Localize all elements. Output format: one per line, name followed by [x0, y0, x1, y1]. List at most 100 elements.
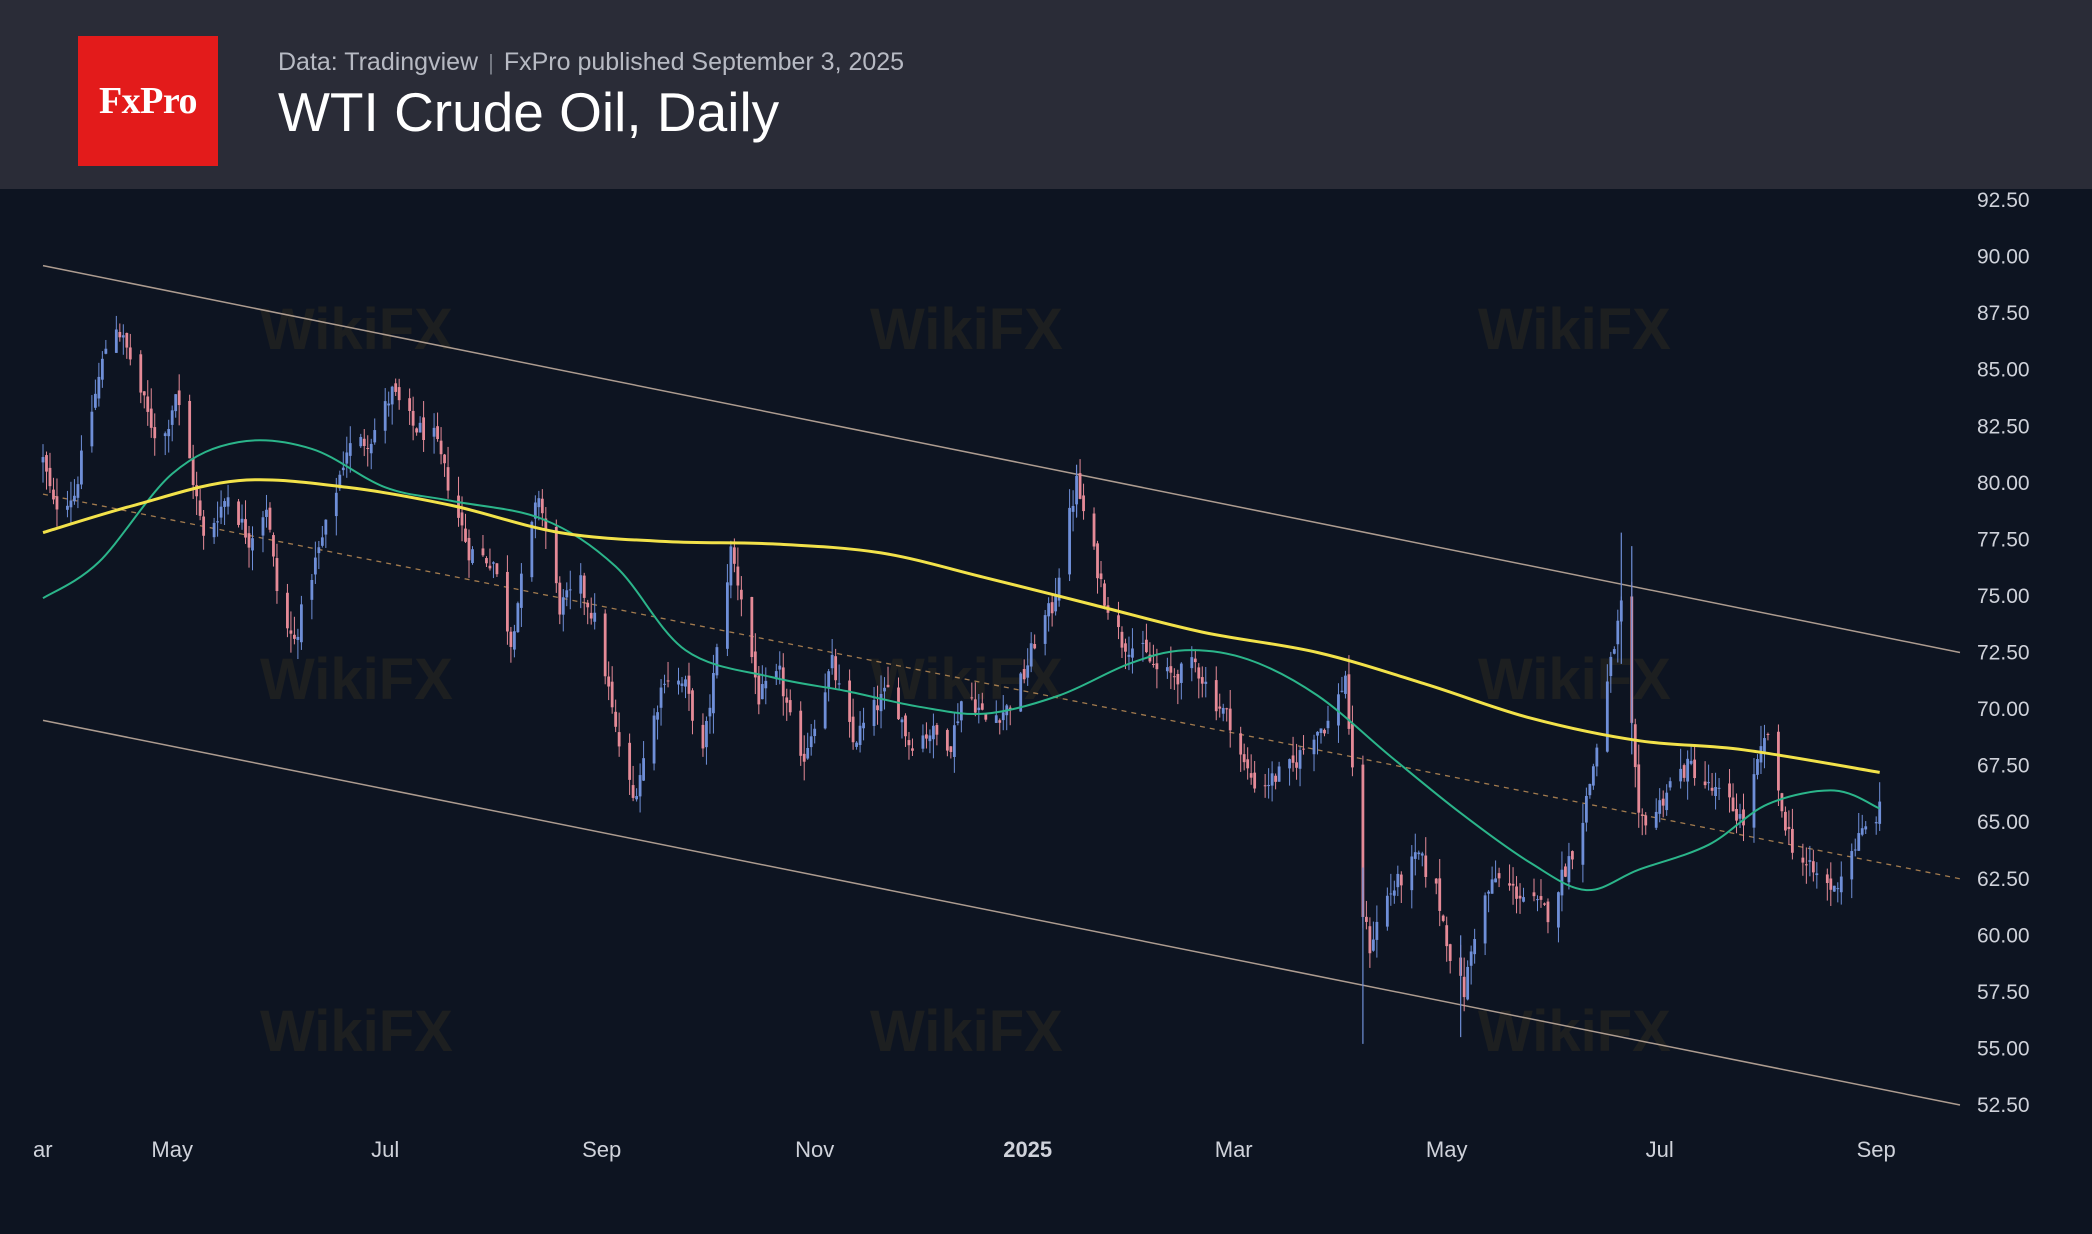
- data-source: Data: Tradingview: [278, 48, 479, 76]
- y-tick-label: 52.50: [1977, 1094, 2030, 1117]
- chart-subtitle: Data: Tradingview | FxPro published Septem…: [278, 48, 904, 77]
- candle-body: [1790, 828, 1794, 853]
- candle-body: [1644, 815, 1648, 826]
- candle-body: [293, 634, 296, 639]
- candle-body: [80, 450, 83, 485]
- x-tick-label: ar: [33, 1137, 53, 1162]
- candle-body: [1148, 654, 1152, 662]
- candle-body: [512, 631, 516, 650]
- candle-body: [415, 428, 419, 433]
- y-tick-label: 87.50: [1977, 302, 2030, 325]
- candle-body: [1878, 801, 1882, 824]
- candle-body: [617, 732, 621, 747]
- candle-body: [1829, 878, 1833, 890]
- candle-body: [492, 562, 495, 564]
- candle-body: [341, 467, 345, 471]
- candle-body: [806, 747, 810, 759]
- candle-body: [1141, 642, 1145, 644]
- candle-body: [1633, 724, 1637, 768]
- candle-body: [1057, 577, 1061, 601]
- candle-body: [911, 748, 914, 751]
- watermark: WikiFX: [1478, 297, 1671, 362]
- candle-body: [432, 427, 436, 437]
- candle-body: [509, 631, 513, 647]
- candle-body: [701, 724, 705, 749]
- candle-body: [533, 502, 537, 519]
- candle-body: [1612, 649, 1616, 654]
- candle-body: [998, 720, 1002, 723]
- candle-body: [272, 535, 275, 557]
- candle-body: [422, 417, 426, 441]
- candle-body: [1825, 874, 1829, 884]
- candle-body: [139, 354, 143, 393]
- candle-body: [1857, 833, 1861, 851]
- candle-body: [390, 386, 394, 405]
- candle-body: [1200, 677, 1204, 684]
- candle-body: [219, 506, 223, 518]
- candle-body: [1515, 886, 1518, 899]
- candle-body: [418, 422, 422, 433]
- candle-body: [212, 522, 216, 538]
- candle-body: [1103, 583, 1106, 606]
- candle-body: [1654, 811, 1658, 828]
- candle-body: [1508, 883, 1511, 886]
- candle-body: [848, 680, 852, 722]
- candle-body: [191, 458, 195, 485]
- candle-body: [90, 411, 94, 447]
- candle-body: [750, 596, 754, 658]
- candle-body: [1392, 890, 1396, 896]
- candle-body: [348, 443, 352, 456]
- candle-body: [1874, 822, 1878, 824]
- candle-body: [506, 571, 509, 632]
- fxpro-logo: FxPro: [78, 36, 218, 166]
- candle-body: [1337, 694, 1340, 726]
- candle-body: [813, 728, 817, 737]
- candle-body: [1008, 707, 1012, 709]
- candle-body: [1710, 787, 1714, 791]
- candlesticks: [41, 315, 1882, 1044]
- candle-body: [956, 721, 960, 724]
- candle-body: [1804, 864, 1808, 866]
- candle-body: [1483, 895, 1487, 944]
- candle-body: [1221, 707, 1225, 714]
- candle-body: [265, 509, 268, 517]
- candle-body: [1448, 944, 1452, 961]
- candle-body: [1316, 731, 1319, 736]
- candle-body: [121, 335, 125, 338]
- candle-body: [558, 582, 562, 615]
- candle-body: [48, 467, 52, 487]
- candle-body: [334, 492, 338, 517]
- candle-body: [317, 547, 321, 554]
- candle-body: [715, 647, 719, 676]
- candle-body: [1581, 822, 1585, 865]
- candle-body: [439, 440, 443, 455]
- candle-body: [1302, 748, 1305, 750]
- candle-body: [1340, 690, 1344, 692]
- moving-averages: [42, 439, 1881, 892]
- candle-body: [1728, 783, 1731, 798]
- candle-body: [460, 512, 464, 526]
- candle-body: [1151, 663, 1155, 665]
- separator: |: [488, 50, 494, 75]
- candle-body: [251, 538, 254, 551]
- candle-body: [1197, 667, 1201, 679]
- y-tick-label: 72.50: [1977, 642, 2030, 665]
- candle-body: [495, 563, 499, 575]
- candle-body: [952, 725, 956, 757]
- candle-body: [411, 410, 415, 426]
- candle-body: [945, 730, 949, 751]
- candle-body: [1682, 765, 1686, 778]
- watermark: WikiFX: [1478, 999, 1671, 1064]
- candle-body: [195, 485, 199, 497]
- candle-body: [1543, 903, 1546, 905]
- candle-body: [69, 500, 73, 508]
- candle-body: [1658, 800, 1662, 814]
- candle-body: [1759, 746, 1763, 763]
- candle-body: [886, 684, 890, 688]
- candle-body: [93, 393, 97, 408]
- candle-body: [1082, 495, 1085, 512]
- candle-body: [1127, 654, 1131, 657]
- y-tick-label: 82.50: [1977, 415, 2030, 438]
- candle-body: [663, 683, 666, 685]
- candle-body: [471, 549, 474, 564]
